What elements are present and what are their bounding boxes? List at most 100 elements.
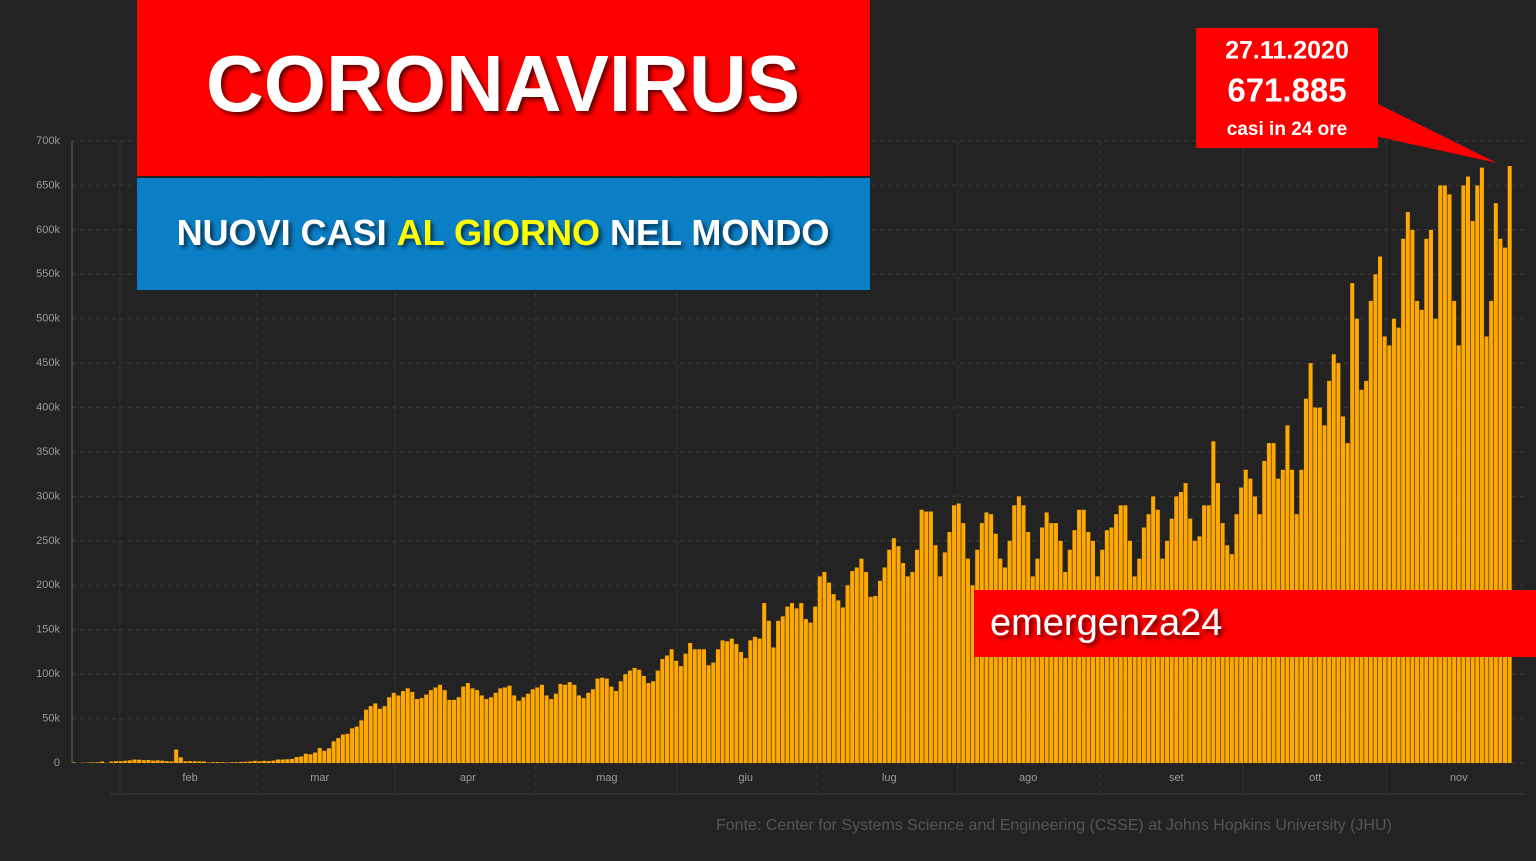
bar [600, 677, 605, 763]
bar [651, 681, 656, 763]
bar [891, 538, 896, 763]
bar [604, 678, 609, 763]
bar [627, 670, 632, 763]
bar [567, 682, 572, 763]
bar [956, 503, 961, 763]
bar [419, 698, 424, 763]
bar [484, 699, 489, 763]
bar [831, 594, 836, 763]
bar [840, 607, 845, 763]
bar [90, 762, 95, 763]
bar [243, 761, 248, 763]
bar [1035, 558, 1040, 763]
y-tick-label: 700k [36, 135, 60, 147]
bar [401, 691, 406, 763]
bar [1095, 576, 1100, 763]
bar [359, 720, 364, 763]
bar [1063, 571, 1068, 763]
bar [373, 703, 378, 763]
bar [933, 545, 938, 763]
bar [350, 728, 355, 763]
bar [1308, 363, 1313, 763]
bar [702, 649, 707, 763]
bar [303, 753, 308, 763]
bar [655, 670, 660, 763]
bar [391, 692, 396, 763]
bar [1428, 229, 1433, 763]
x-tick-label: giu [738, 772, 753, 784]
bar [252, 760, 257, 763]
bar [720, 640, 725, 763]
bar [377, 708, 382, 763]
bar [961, 523, 966, 763]
source: Fonte: Center for Systems Science and En… [716, 817, 1392, 834]
bar [433, 687, 438, 763]
bar [586, 692, 591, 763]
bar [1475, 185, 1480, 763]
bar [1493, 203, 1498, 763]
bar [1373, 274, 1378, 763]
annotation-value: 671.885 [1227, 72, 1346, 109]
y-tick-label: 0 [54, 757, 60, 769]
bar [859, 558, 864, 763]
bar [364, 709, 369, 763]
bar [1137, 558, 1142, 763]
bar [729, 638, 734, 763]
bar [229, 762, 234, 763]
bar [1350, 283, 1355, 763]
bar [563, 684, 568, 763]
y-tick-label: 350k [36, 446, 60, 458]
bar [970, 585, 975, 763]
bar [299, 756, 304, 763]
x-tick-label: apr [460, 772, 476, 784]
bar [1030, 576, 1035, 763]
bar [141, 760, 146, 763]
bar [905, 576, 910, 763]
bar [137, 759, 142, 763]
bar [887, 549, 892, 763]
y-tick-label: 500k [36, 313, 60, 325]
bar [248, 761, 253, 763]
bar [498, 688, 503, 763]
bar [544, 695, 549, 763]
bar [799, 603, 804, 763]
y-tick-label: 200k [36, 579, 60, 591]
bar [864, 571, 869, 763]
bar [410, 691, 415, 763]
bar [456, 697, 461, 763]
bar [915, 549, 920, 763]
bar [336, 738, 341, 763]
x-tick-label: mar [310, 772, 329, 784]
bar [748, 640, 753, 763]
bar [461, 686, 466, 763]
bar [1378, 256, 1383, 763]
bar [822, 571, 827, 763]
x-tick-label: feb [182, 772, 197, 784]
x-tick-label: mag [596, 772, 617, 784]
bar [164, 761, 169, 763]
bar [817, 576, 822, 763]
bar [160, 760, 165, 763]
bar [100, 761, 105, 763]
bar [220, 762, 225, 763]
bar [1229, 554, 1234, 763]
bar [1442, 185, 1447, 763]
bar [1317, 407, 1322, 763]
bar [151, 760, 156, 763]
subtitle-part: NUOVI CASI [177, 212, 387, 253]
bar [1359, 389, 1364, 763]
bar [928, 511, 933, 763]
bar [169, 761, 174, 763]
bar [1340, 416, 1346, 763]
bar [836, 600, 841, 763]
bar [405, 688, 410, 763]
bar [276, 759, 281, 763]
bar [725, 641, 730, 763]
bar [924, 511, 929, 763]
bar [743, 658, 748, 763]
bar [442, 690, 447, 763]
subtitle-box [137, 178, 870, 290]
bar [678, 666, 683, 763]
bar [808, 622, 813, 763]
bar [1410, 229, 1415, 763]
